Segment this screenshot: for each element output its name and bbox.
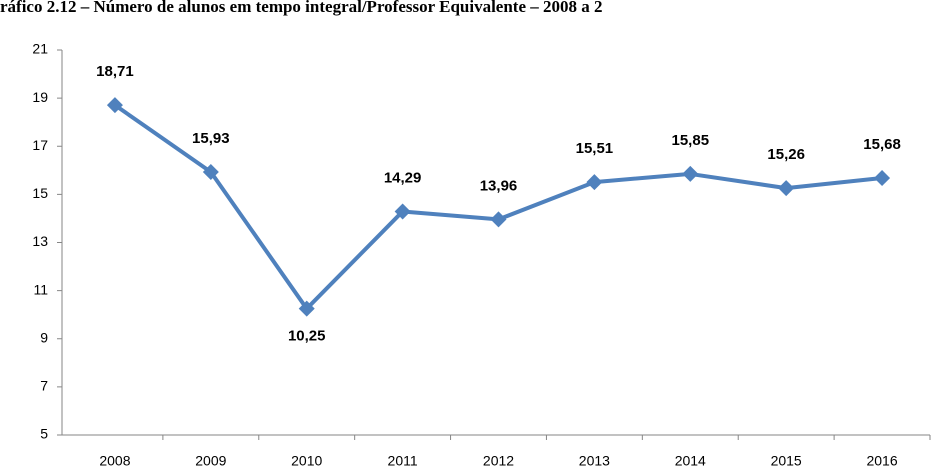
- marker: [586, 174, 603, 191]
- x-tick-label: 2008: [99, 453, 130, 469]
- marker: [778, 180, 795, 197]
- data-label: 15,93: [192, 130, 230, 147]
- y-tick-label: 17: [32, 137, 48, 153]
- line: [113, 103, 883, 311]
- y-tick-label: 7: [40, 378, 48, 394]
- marker: [202, 163, 219, 180]
- data-label: 15,68: [863, 136, 901, 153]
- marker: [874, 170, 891, 187]
- y-tick-label: 13: [32, 233, 48, 249]
- x-tick-label: 2009: [195, 453, 226, 469]
- y-tick-label: 5: [40, 426, 48, 442]
- data-label: 15,51: [576, 140, 614, 157]
- marker: [106, 97, 123, 114]
- data-label: 13,96: [480, 177, 518, 194]
- x-tick-label: 2015: [771, 453, 802, 469]
- y-tick-label: 11: [33, 281, 48, 297]
- x-tick-label: 2014: [675, 453, 706, 469]
- marker: [394, 203, 411, 220]
- x-tick-label: 2016: [866, 453, 897, 469]
- marker: [682, 165, 699, 182]
- data-label: 14,29: [384, 169, 422, 186]
- data-label: 10,25: [288, 328, 326, 345]
- marker: [490, 211, 507, 228]
- x-tick-label: 2013: [579, 453, 610, 469]
- y-tick-label: 9: [40, 329, 48, 345]
- x-tick-label: 2011: [388, 453, 418, 469]
- x-tick-label: 2010: [291, 453, 322, 469]
- x-tick-label: 2012: [483, 453, 514, 469]
- data-label: 15,85: [672, 132, 710, 149]
- chart-title: ráfico 2.12 – Número de alunos em tempo …: [0, 0, 603, 16]
- y-tick-label: 21: [32, 41, 48, 57]
- data-label: 15,26: [767, 146, 805, 163]
- y-tick-label: 19: [32, 89, 48, 105]
- y-tick-label: 15: [32, 185, 48, 201]
- data-label: 18,71: [96, 63, 134, 80]
- marker: [298, 300, 315, 317]
